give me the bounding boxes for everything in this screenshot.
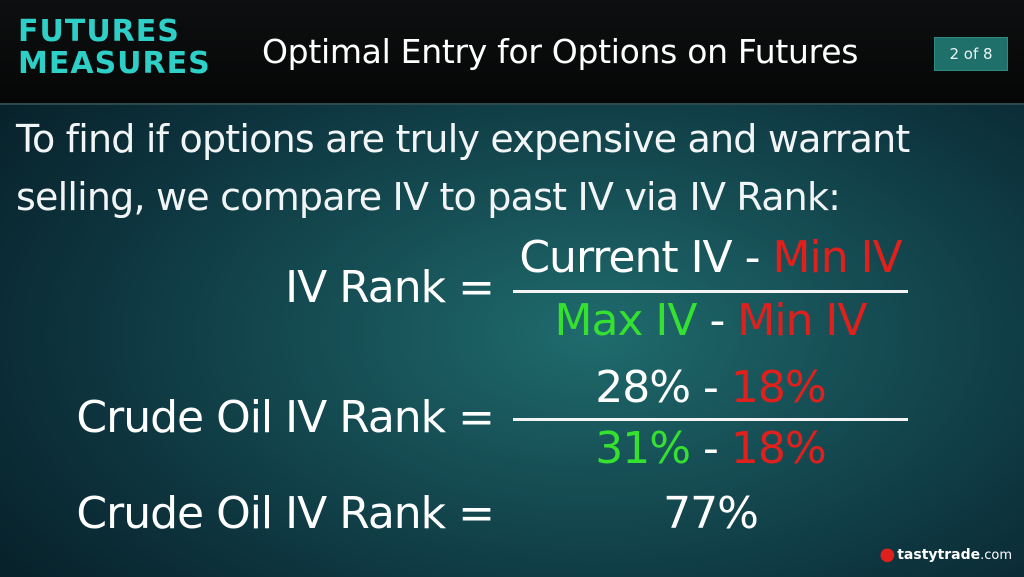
max-iv-value: 31% [595,423,691,474]
crude-iv-rank-result-value: 77% [663,488,759,539]
fraction-bar [513,418,908,421]
logo-suffix: .com [980,547,1012,563]
current-iv-value: 28% [595,362,691,413]
cherry-icon: ● [879,544,896,565]
crude-denominator: 31% - 18% [513,423,908,474]
iv-rank-label: IV Rank = [285,262,495,313]
brand-logo: FUTURES MEASURES [18,16,211,80]
fraction-bar [513,290,908,293]
iv-rank-numerator: Current IV - Min IV [513,232,908,283]
slide-title: Optimal Entry for Options on Futures [262,32,859,71]
min-iv-value: 18% [730,362,827,413]
intro-text: To find if options are truly expensive a… [16,110,1016,226]
minus-operator: - [690,362,731,413]
intro-line-2: selling, we compare IV to past IV via IV… [16,175,841,219]
crude-iv-rank-result-label: Crude Oil IV Rank = [76,488,495,539]
header-bar: FUTURES MEASURES Optimal Entry for Optio… [0,0,1024,105]
max-iv-term: Max IV [554,295,697,346]
min-iv-value: 18% [730,423,827,474]
current-iv-term: Current IV [519,232,732,283]
crude-numerator: 28% - 18% [513,362,908,413]
crude-iv-rank-label: Crude Oil IV Rank = [76,392,495,443]
min-iv-term: Min IV [737,295,867,346]
minus-operator: - [690,423,731,474]
minus-operator: - [731,232,773,283]
brand-line-2: MEASURES [18,46,211,81]
logo-name: tastytrade [897,547,981,563]
page-indicator-badge: 2 of 8 [934,37,1008,71]
min-iv-term: Min IV [772,232,903,283]
intro-line-1: To find if options are truly expensive a… [16,117,910,161]
brand-line-1: FUTURES [18,14,180,49]
iv-rank-denominator: Max IV - Min IV [513,295,908,346]
minus-operator: - [696,295,738,346]
tastytrade-logo: ● tastytrade .com [879,544,1012,565]
